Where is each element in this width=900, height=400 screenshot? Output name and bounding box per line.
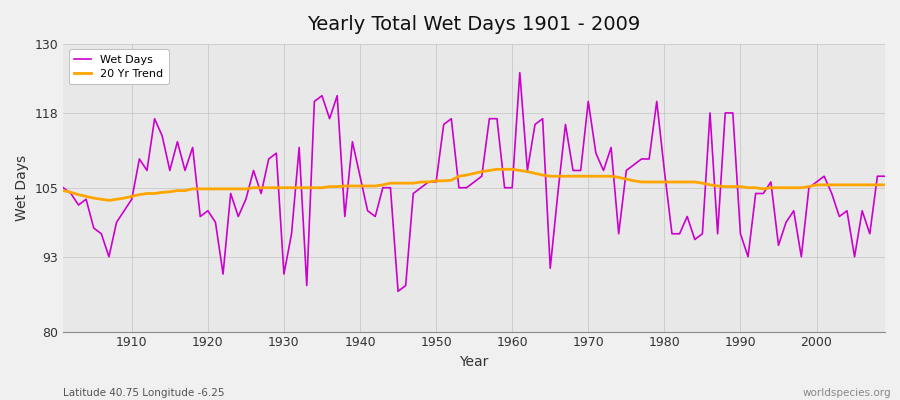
20 Yr Trend <box>104 198 114 203</box>
Y-axis label: Wet Days: Wet Days <box>15 155 29 221</box>
Wet Days <box>58 185 68 190</box>
20 Yr Trend <box>339 184 350 188</box>
20 Yr Trend <box>613 175 624 180</box>
Wet Days <box>879 174 890 179</box>
Line: Wet Days: Wet Days <box>63 73 885 291</box>
Wet Days <box>515 70 526 75</box>
20 Yr Trend <box>491 167 502 172</box>
20 Yr Trend <box>879 182 890 187</box>
Legend: Wet Days, 20 Yr Trend: Wet Days, 20 Yr Trend <box>68 50 168 84</box>
Wet Days <box>332 93 343 98</box>
Wet Days <box>119 208 130 213</box>
Text: Latitude 40.75 Longitude -6.25: Latitude 40.75 Longitude -6.25 <box>63 388 224 398</box>
Text: worldspecies.org: worldspecies.org <box>803 388 891 398</box>
X-axis label: Year: Year <box>460 355 489 369</box>
20 Yr Trend <box>522 169 533 174</box>
Wet Days <box>392 289 403 294</box>
20 Yr Trend <box>293 185 304 190</box>
Title: Yearly Total Wet Days 1901 - 2009: Yearly Total Wet Days 1901 - 2009 <box>308 15 641 34</box>
Line: 20 Yr Trend: 20 Yr Trend <box>63 169 885 200</box>
20 Yr Trend <box>515 168 526 173</box>
20 Yr Trend <box>126 194 137 199</box>
Wet Days <box>522 168 533 173</box>
Wet Days <box>507 185 517 190</box>
Wet Days <box>613 231 624 236</box>
20 Yr Trend <box>58 188 68 193</box>
Wet Days <box>286 231 297 236</box>
